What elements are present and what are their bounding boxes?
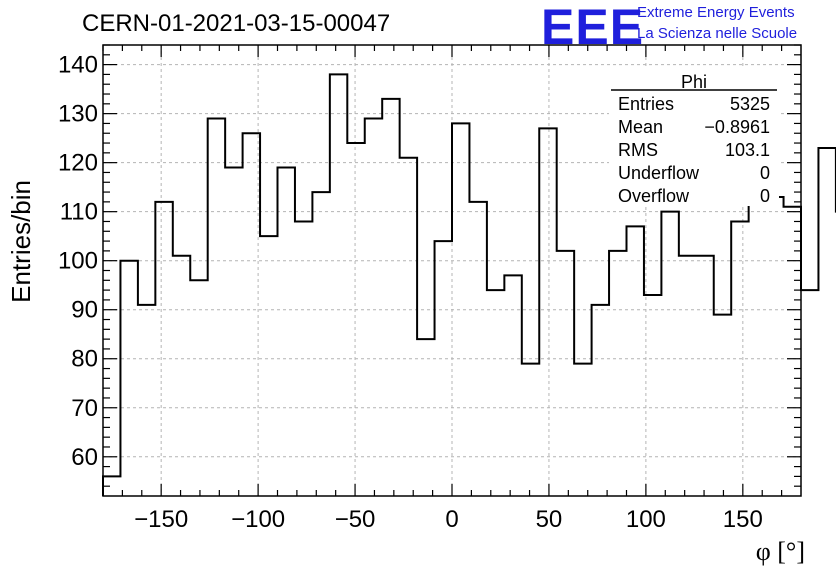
- x-tick-label: −100: [231, 506, 285, 533]
- x-tick-label: 100: [626, 506, 666, 533]
- x-tick-label: −50: [335, 506, 376, 533]
- y-axis-label: Entries/bin: [6, 180, 36, 303]
- y-tick-labels: 60 70 80 90 100 110 120 130 140: [58, 52, 98, 471]
- y-tick-label: 140: [58, 52, 98, 79]
- stats-row-label: Entries: [618, 94, 674, 114]
- y-tick-label: 80: [71, 346, 98, 373]
- y-tick-label: 130: [58, 101, 98, 128]
- x-tick-labels: −150 −100 −50 0 50 100 150: [134, 506, 763, 533]
- x-tick-label: 0: [445, 506, 458, 533]
- y-tick-label: 90: [71, 297, 98, 324]
- y-tick-label: 70: [71, 395, 98, 422]
- stats-row-value: 103.1: [725, 140, 770, 160]
- logo-tagline-2: La Scienza nelle Scuole: [637, 25, 798, 42]
- y-tick-label: 120: [58, 150, 98, 177]
- stats-row-value: −0.8961: [704, 117, 770, 137]
- stats-row-label: RMS: [618, 140, 658, 160]
- stats-row-value: 5325: [730, 94, 770, 114]
- x-tick-label: 50: [536, 506, 563, 533]
- stats-row-label: Underflow: [618, 163, 700, 183]
- run-title: CERN-01-2021-03-15-00047: [82, 10, 391, 37]
- histogram-outline: [102, 73, 836, 496]
- y-tick-label: 110: [60, 199, 98, 226]
- stats-row-value: 0: [760, 186, 770, 206]
- y-tick-label: 100: [58, 248, 98, 275]
- stats-box: Phi Entries 5325 Mean −0.8961 RMS 103.1 Underf…: [609, 66, 779, 206]
- x-tick-label: −150: [134, 506, 188, 533]
- stats-row-label: Mean: [618, 117, 663, 137]
- x-axis-label: φ [°]: [756, 537, 805, 566]
- axis-ticks: [102, 44, 801, 496]
- stats-row-value: 0: [760, 163, 770, 183]
- stats-row-label: Overflow: [618, 186, 690, 206]
- y-tick-label: 60: [71, 444, 98, 471]
- stats-title: Phi: [681, 72, 707, 92]
- x-tick-label: 150: [723, 506, 763, 533]
- logo-tagline-1: Extreme Energy Events: [637, 4, 795, 21]
